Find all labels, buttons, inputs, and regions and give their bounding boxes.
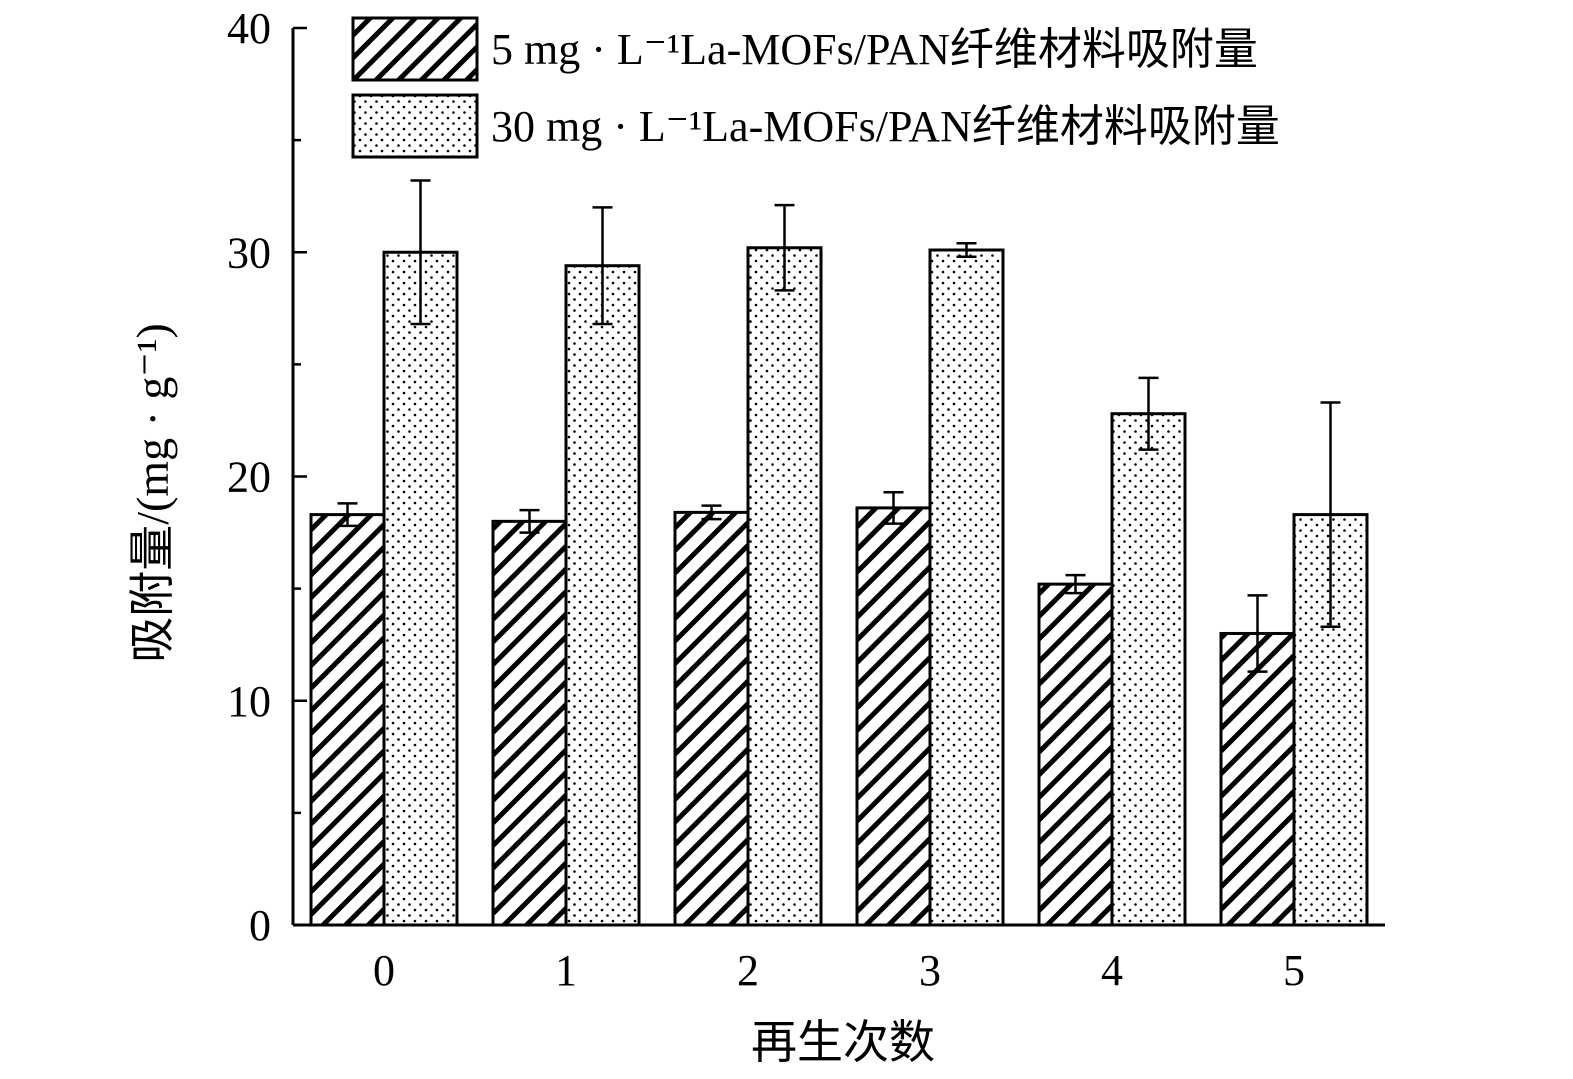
- legend: 5 mg · L⁻¹La-MOFs/PAN纤维材料吸附量 30 mg · L⁻¹L…: [351, 16, 1280, 159]
- x-tick-label-3: 3: [919, 946, 941, 995]
- bar-s1-5: [1219, 631, 1296, 927]
- bar-s2-3: [928, 248, 1005, 927]
- y-tick-label-10: 10: [227, 677, 271, 726]
- bar-s1-3: [855, 506, 932, 927]
- bar-s1-4: [1037, 582, 1114, 927]
- bar-s2-0: [382, 250, 459, 927]
- error-bars-layer: [337, 179, 1341, 673]
- bar-s2-1: [564, 264, 641, 927]
- bars-layer: [309, 246, 1369, 927]
- bar-s1-2: [673, 510, 750, 927]
- x-tick-label-4: 4: [1101, 946, 1123, 995]
- legend-label-s2: 30 mg · L⁻¹La-MOFs/PAN纤维材料吸附量: [491, 102, 1280, 151]
- legend-label-s1: 5 mg · L⁻¹La-MOFs/PAN纤维材料吸附量: [491, 25, 1258, 74]
- axes-layer: 0 1 2 3 4 5 0 10 20 30 40: [227, 4, 1385, 995]
- y-tick-label-30: 30: [227, 228, 271, 277]
- x-tick-label-5: 5: [1283, 946, 1305, 995]
- y-tick-label-40: 40: [227, 4, 271, 53]
- legend-swatch-s2: [351, 93, 479, 159]
- bar-s1-0: [309, 513, 386, 927]
- x-tick-label-0: 0: [373, 946, 395, 995]
- y-tick-label-0: 0: [249, 901, 271, 950]
- y-tick-label-20: 20: [227, 453, 271, 502]
- x-tick-label-2: 2: [737, 946, 759, 995]
- bar-s2-4: [1110, 412, 1187, 927]
- x-axis-title: 再生次数: [751, 1017, 935, 1068]
- bar-s2-2: [746, 246, 823, 927]
- bar-s1-1: [491, 519, 568, 927]
- legend-swatch-s1: [351, 16, 479, 82]
- y-axis-title: 吸附量/(mg · g⁻¹): [127, 323, 178, 663]
- x-tick-label-1: 1: [555, 946, 577, 995]
